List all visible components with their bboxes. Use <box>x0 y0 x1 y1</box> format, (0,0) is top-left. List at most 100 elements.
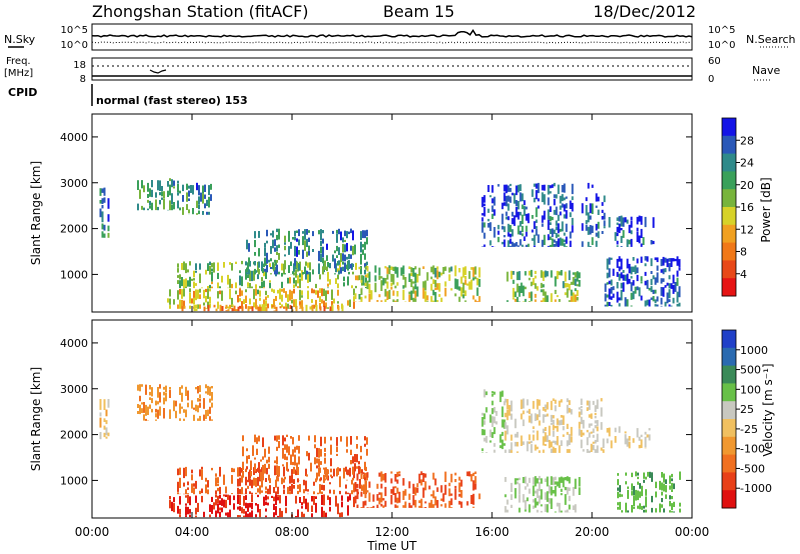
echo-cell <box>327 284 329 287</box>
echo-cell <box>204 307 206 312</box>
echo-cell <box>429 503 431 508</box>
echo-cell <box>667 259 669 267</box>
echo-cell <box>211 419 213 420</box>
echo-cell <box>506 217 508 220</box>
echo-cell <box>383 498 385 500</box>
echo-cell <box>581 399 583 405</box>
echo-cell <box>364 462 366 471</box>
nsearch-label: N.Search <box>746 33 796 46</box>
echo-cell <box>202 186 204 194</box>
echo-cell <box>350 229 352 234</box>
echo-cell <box>457 279 459 289</box>
echo-cell <box>433 265 435 274</box>
echo-cell <box>415 266 417 269</box>
echo-cell <box>247 282 249 287</box>
echo-cell <box>665 485 667 492</box>
echo-cell <box>473 267 475 277</box>
echo-cell <box>598 197 600 202</box>
echo-cell <box>304 267 306 275</box>
echo-cell <box>583 420 585 429</box>
echo-cell <box>265 291 267 295</box>
echo-cell <box>277 487 279 494</box>
echo-cell <box>669 486 671 490</box>
echo-cell <box>627 439 629 447</box>
echo-cell <box>211 263 213 268</box>
echo-cell <box>633 267 635 272</box>
echo-cell <box>216 309 218 312</box>
echo-cell <box>305 499 307 510</box>
echo-cell <box>227 512 229 517</box>
echo-cell <box>182 306 184 311</box>
echo-cell <box>510 239 512 244</box>
echo-cell <box>463 283 465 294</box>
echo-cell <box>242 471 244 478</box>
echo-cell <box>177 184 179 192</box>
echo-cell <box>550 216 552 221</box>
echo-cell <box>558 185 560 194</box>
echo-cell <box>293 299 295 307</box>
echo-cell <box>637 217 639 225</box>
echo-cell <box>559 299 561 302</box>
echo-cell <box>631 217 633 220</box>
echo-cell <box>207 489 209 494</box>
echo-cell <box>541 270 543 278</box>
echo-cell <box>639 483 641 489</box>
echo-cell <box>357 474 359 481</box>
echo-cell <box>437 500 439 508</box>
echo-cell <box>189 293 191 304</box>
echo-cell <box>531 444 533 453</box>
echo-cell <box>537 510 539 513</box>
echo-cell <box>211 505 213 514</box>
echo-cell <box>291 469 293 475</box>
echo-cell <box>647 256 649 261</box>
echo-cell <box>417 488 419 493</box>
echo-cell <box>199 304 201 308</box>
echo-cell <box>215 473 217 476</box>
echo-cell <box>271 496 273 498</box>
echo-cell <box>433 490 435 498</box>
colorbar-segment <box>722 225 736 243</box>
echo-cell <box>245 511 247 517</box>
echo-cell <box>280 306 282 308</box>
echo-cell <box>375 265 377 272</box>
echo-cell <box>313 491 315 494</box>
echo-cell <box>264 304 266 311</box>
echo-cell <box>545 492 547 500</box>
echo-cell <box>417 483 419 487</box>
echo-cell <box>279 289 281 300</box>
echo-cell <box>625 473 627 476</box>
echo-cell <box>246 272 248 274</box>
echo-cell <box>550 237 552 240</box>
echo-cell <box>377 484 379 489</box>
echo-cell <box>299 273 301 277</box>
echo-cell <box>236 309 238 311</box>
echo-cell <box>543 414 545 423</box>
echo-cell <box>293 289 295 294</box>
echo-cell <box>311 288 313 293</box>
echo-cell <box>516 186 518 196</box>
echo-cell <box>484 430 486 436</box>
echo-cell <box>561 440 563 446</box>
echo-cell <box>219 467 221 477</box>
echo-cell <box>199 294 201 299</box>
echo-cell <box>284 273 286 274</box>
echo-cell <box>266 468 268 474</box>
echo-cell <box>203 415 205 421</box>
echo-cell <box>567 283 569 287</box>
echo-cell <box>518 226 520 235</box>
echo-cell <box>421 499 423 508</box>
echo-cell <box>569 505 571 510</box>
echo-cell <box>543 429 545 434</box>
echo-cell <box>179 509 181 514</box>
echo-cell <box>106 410 108 417</box>
echo-cell <box>338 247 340 255</box>
echo-cell <box>569 284 571 290</box>
colorbar-tick-label: -1000 <box>740 482 772 495</box>
echo-cell <box>609 217 611 228</box>
echo-cell <box>104 188 106 196</box>
echo-cell <box>323 289 325 296</box>
echo-cell <box>185 387 187 396</box>
echo-cell <box>655 257 657 260</box>
echo-cell <box>573 277 575 285</box>
echo-cell <box>395 486 397 488</box>
